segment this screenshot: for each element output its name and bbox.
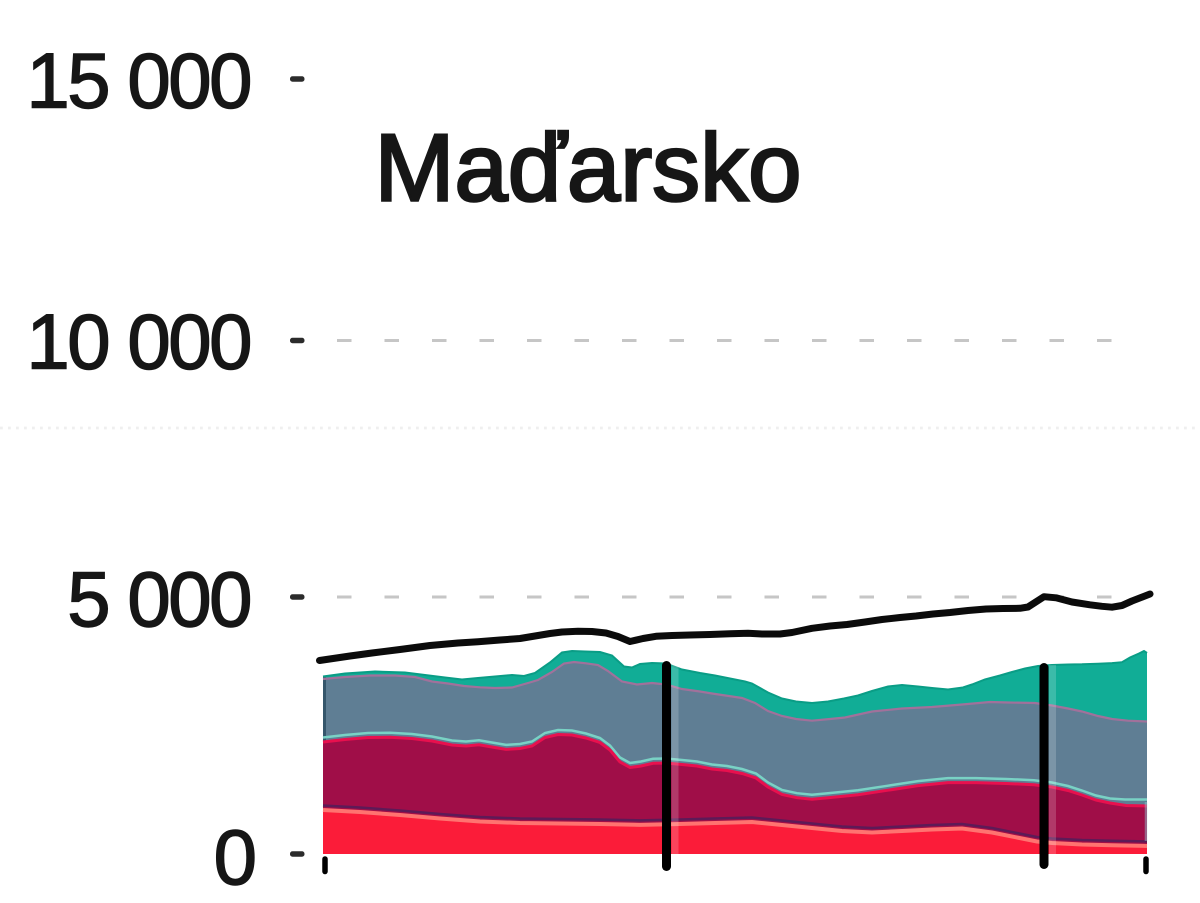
svg-text:Maďarsko: Maďarsko — [374, 115, 801, 222]
svg-text:0: 0 — [214, 813, 255, 901]
svg-text:10 000: 10 000 — [26, 298, 250, 386]
svg-text:15 000: 15 000 — [26, 37, 250, 125]
svg-text:5 000: 5 000 — [67, 555, 250, 643]
